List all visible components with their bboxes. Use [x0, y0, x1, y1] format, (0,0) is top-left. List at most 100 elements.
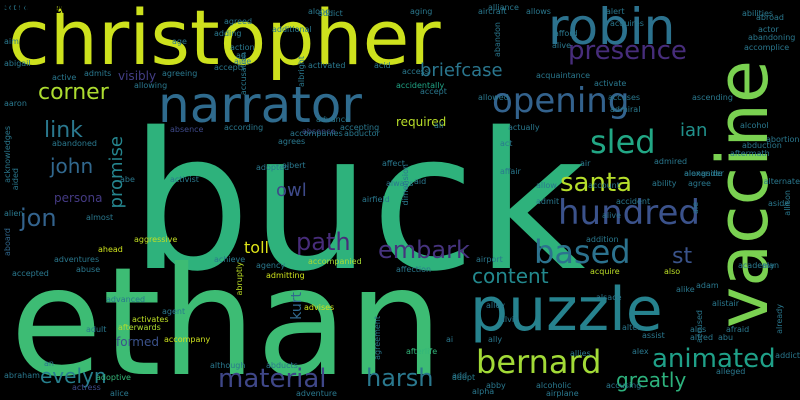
word: aside	[768, 199, 790, 208]
word: aftermath	[730, 149, 770, 158]
word: adventures	[54, 255, 100, 264]
word: alter	[622, 323, 641, 332]
word: alex	[632, 347, 649, 356]
word: abroad	[756, 13, 784, 22]
word: abandoning	[748, 33, 796, 42]
word: adopt	[452, 373, 476, 382]
word: actress	[72, 383, 101, 392]
word: abraham	[4, 371, 40, 380]
word: aid	[414, 177, 427, 186]
word: add	[452, 371, 468, 380]
word: allowing	[134, 81, 168, 90]
word: academy	[738, 261, 775, 270]
word: aircraft	[478, 7, 507, 16]
word: abu	[718, 333, 734, 342]
word: accidentally	[396, 81, 445, 90]
word: alleged	[716, 367, 746, 376]
word: alliance	[488, 3, 519, 12]
word: alpha	[472, 387, 495, 396]
word: abortion	[766, 135, 800, 144]
word: abe	[120, 175, 135, 184]
word: abduction	[742, 141, 782, 150]
word: admitting	[266, 271, 305, 280]
word: agree	[688, 179, 711, 188]
word: adoptive	[96, 373, 131, 382]
word: abuse	[76, 265, 101, 274]
word: activated	[308, 61, 346, 70]
word: access	[402, 67, 429, 76]
word: acquires	[610, 19, 644, 28]
word: activates	[132, 315, 169, 324]
word: ability	[652, 179, 677, 188]
word: accident	[616, 197, 651, 206]
word: toll	[244, 238, 269, 257]
word: embark	[378, 236, 470, 264]
word: along	[308, 7, 331, 16]
word: ian	[680, 120, 708, 141]
word: bernard	[476, 343, 602, 381]
word: ally	[488, 335, 503, 344]
word: abandon	[493, 22, 502, 57]
word: alive	[552, 41, 572, 50]
word: abandoned	[52, 139, 97, 148]
word: alistair	[712, 299, 740, 308]
word: abductor	[344, 129, 380, 138]
word: accomplice	[744, 43, 790, 52]
word: based	[534, 233, 631, 271]
word: addition	[586, 235, 619, 244]
word: adam	[696, 281, 719, 290]
word: alien	[4, 209, 24, 218]
word: alvin	[500, 315, 520, 324]
word: ad	[236, 51, 246, 60]
word: opening	[492, 81, 630, 121]
word: abruptly	[235, 262, 244, 296]
word: actor	[758, 25, 779, 34]
word: accompany	[164, 335, 211, 344]
word: path	[296, 228, 351, 256]
word: greatly	[616, 368, 687, 392]
word: alternate	[763, 177, 800, 186]
word: narrator	[158, 76, 362, 134]
word: kurt	[289, 292, 305, 320]
word: always	[386, 179, 414, 188]
word: airfield	[362, 195, 390, 204]
word: alongside	[684, 169, 723, 178]
word: accepted	[12, 269, 49, 278]
word: additional	[272, 25, 312, 34]
word: abusive	[0, 0, 63, 17]
word: albert	[282, 161, 306, 170]
word: material	[218, 364, 327, 394]
word: alsace	[596, 293, 622, 302]
word: advises	[304, 303, 335, 312]
word: adopt	[0, 0, 47, 17]
word: allies	[570, 349, 591, 358]
word: accepting	[340, 123, 380, 132]
word: agency	[256, 261, 286, 270]
word: agent	[162, 307, 186, 316]
word: christopher	[8, 0, 441, 82]
word: already	[775, 304, 784, 334]
word: formed	[116, 335, 159, 349]
word: absence	[170, 125, 204, 134]
word: almost	[86, 213, 114, 222]
word: alley	[486, 301, 506, 310]
word: action	[230, 43, 255, 52]
word: actually	[508, 123, 540, 132]
word: act	[500, 139, 513, 148]
word: ascending	[692, 93, 733, 102]
word: robin	[548, 0, 676, 56]
word: sled	[590, 123, 656, 161]
word: alan	[762, 261, 780, 270]
word: santa	[560, 168, 633, 198]
word: affection	[396, 265, 432, 274]
word: puzzle	[470, 275, 663, 345]
word: afterlife	[406, 347, 438, 356]
word: acquaintance	[536, 71, 591, 80]
word: hundred	[558, 193, 700, 233]
word: accompanies	[290, 129, 343, 138]
word: presence	[568, 36, 687, 66]
word: accept	[420, 87, 447, 96]
word: airplane	[546, 389, 579, 398]
word: john	[50, 154, 94, 178]
word: aboard	[3, 228, 12, 257]
